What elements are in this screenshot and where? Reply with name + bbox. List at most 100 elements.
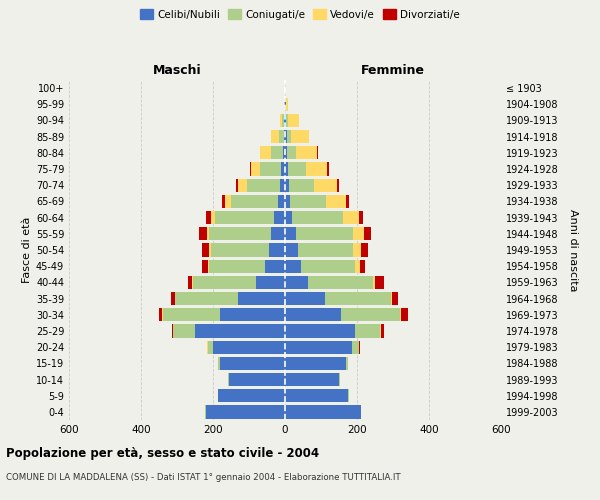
Bar bbox=[285, 340, 352, 354]
Bar bbox=[284, 114, 285, 127]
Bar bbox=[346, 356, 348, 370]
Bar bbox=[193, 276, 256, 289]
Bar bbox=[337, 178, 339, 192]
Bar bbox=[271, 227, 285, 240]
Bar bbox=[247, 178, 280, 192]
Bar bbox=[218, 389, 285, 402]
Bar bbox=[211, 244, 269, 256]
Bar bbox=[260, 146, 271, 160]
Bar bbox=[206, 406, 285, 418]
Text: Femmine: Femmine bbox=[361, 64, 425, 77]
Bar bbox=[213, 340, 285, 354]
Bar bbox=[314, 178, 337, 192]
Bar bbox=[283, 146, 285, 160]
Bar bbox=[209, 260, 265, 273]
Bar bbox=[281, 162, 285, 175]
Bar bbox=[285, 356, 346, 370]
Bar bbox=[285, 130, 287, 143]
Text: Maschi: Maschi bbox=[152, 64, 202, 77]
Bar bbox=[221, 195, 224, 208]
Bar bbox=[286, 114, 288, 127]
Bar bbox=[308, 276, 373, 289]
Bar bbox=[285, 162, 288, 175]
Bar bbox=[173, 324, 195, 338]
Bar bbox=[285, 389, 348, 402]
Bar bbox=[364, 227, 371, 240]
Bar bbox=[343, 211, 359, 224]
Bar bbox=[285, 146, 287, 160]
Bar bbox=[211, 211, 215, 224]
Bar bbox=[256, 276, 285, 289]
Text: COMUNE DI LA MADDALENA (SS) - Dati ISTAT 1° gennaio 2004 - Elaborazione TUTTITAL: COMUNE DI LA MADDALENA (SS) - Dati ISTAT… bbox=[6, 472, 401, 482]
Bar bbox=[285, 406, 361, 418]
Bar bbox=[205, 406, 206, 418]
Bar bbox=[285, 292, 325, 305]
Bar bbox=[341, 308, 400, 322]
Bar bbox=[292, 211, 343, 224]
Bar bbox=[301, 260, 355, 273]
Bar bbox=[285, 308, 341, 322]
Bar bbox=[392, 292, 398, 305]
Bar bbox=[202, 260, 208, 273]
Bar bbox=[391, 292, 392, 305]
Bar bbox=[208, 260, 209, 273]
Bar bbox=[328, 162, 329, 175]
Bar bbox=[228, 373, 229, 386]
Bar bbox=[199, 227, 206, 240]
Bar bbox=[287, 146, 296, 160]
Legend: Celibi/Nubili, Coniugati/e, Vedovi/e, Divorziati/e: Celibi/Nubili, Coniugati/e, Vedovi/e, Di… bbox=[136, 5, 464, 24]
Bar bbox=[163, 308, 220, 322]
Bar bbox=[381, 324, 385, 338]
Bar bbox=[215, 211, 274, 224]
Bar bbox=[291, 130, 309, 143]
Bar bbox=[361, 244, 368, 256]
Bar bbox=[285, 195, 290, 208]
Bar bbox=[289, 178, 314, 192]
Bar bbox=[160, 308, 162, 322]
Bar bbox=[285, 178, 289, 192]
Bar bbox=[285, 211, 292, 224]
Bar bbox=[353, 227, 364, 240]
Bar bbox=[283, 114, 284, 127]
Bar bbox=[265, 260, 285, 273]
Bar bbox=[208, 340, 213, 354]
Bar bbox=[355, 324, 380, 338]
Bar bbox=[359, 340, 360, 354]
Bar bbox=[285, 324, 355, 338]
Bar bbox=[326, 195, 346, 208]
Bar bbox=[290, 195, 326, 208]
Bar bbox=[400, 308, 401, 322]
Bar bbox=[285, 260, 301, 273]
Bar bbox=[236, 178, 238, 192]
Bar bbox=[285, 276, 308, 289]
Bar bbox=[171, 292, 175, 305]
Bar bbox=[206, 227, 209, 240]
Bar bbox=[284, 130, 285, 143]
Bar bbox=[238, 292, 285, 305]
Bar bbox=[260, 162, 281, 175]
Bar bbox=[209, 244, 211, 256]
Bar bbox=[278, 195, 285, 208]
Bar bbox=[250, 162, 251, 175]
Bar bbox=[220, 308, 285, 322]
Bar bbox=[352, 340, 359, 354]
Bar bbox=[285, 98, 286, 111]
Bar bbox=[172, 324, 173, 338]
Bar bbox=[269, 244, 285, 256]
Y-axis label: Fasce di età: Fasce di età bbox=[22, 217, 32, 283]
Bar bbox=[285, 227, 296, 240]
Bar bbox=[271, 146, 283, 160]
Bar bbox=[195, 324, 285, 338]
Bar bbox=[202, 244, 209, 256]
Bar bbox=[285, 244, 298, 256]
Bar bbox=[287, 130, 291, 143]
Bar bbox=[175, 292, 238, 305]
Bar bbox=[209, 227, 271, 240]
Bar bbox=[251, 162, 260, 175]
Bar bbox=[296, 227, 353, 240]
Bar bbox=[325, 292, 391, 305]
Bar bbox=[288, 162, 306, 175]
Text: Popolazione per età, sesso e stato civile - 2004: Popolazione per età, sesso e stato civil… bbox=[6, 448, 319, 460]
Bar bbox=[296, 146, 317, 160]
Bar bbox=[280, 178, 285, 192]
